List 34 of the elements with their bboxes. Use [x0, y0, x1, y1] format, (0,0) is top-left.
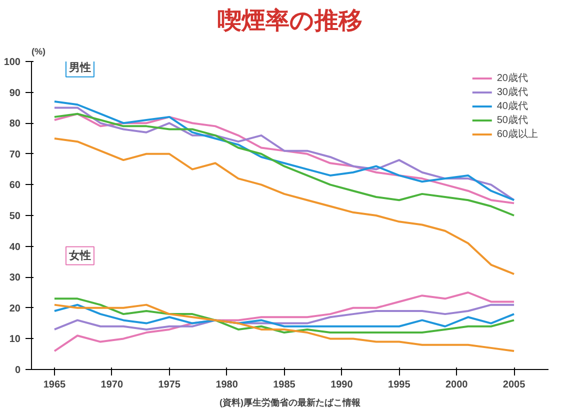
text: (資料)厚生労働省の最新たばこ情報 [220, 398, 362, 408]
x-tick-label: 2000 [445, 380, 468, 390]
legend-label: 60歳以上 [496, 128, 538, 141]
y-tick-label: 0 [14, 365, 21, 376]
chart-title: 喫煙率の推移 [218, 8, 362, 34]
x-tick-label: 1975 [158, 380, 181, 390]
y-tick-label: 70 [9, 149, 21, 160]
x-tick-label: 1970 [100, 380, 124, 390]
y-tick-label: 20 [9, 303, 21, 314]
legend-label: 30歳代 [496, 86, 528, 99]
line-series [53, 292, 516, 352]
legend-label: 50歳代 [496, 114, 528, 127]
x-tick-label: 1965 [43, 380, 66, 390]
x-tick-label: 1980 [216, 380, 238, 390]
y-axis-title: (%) [32, 46, 46, 56]
y-tick-label: 40 [9, 242, 21, 253]
y-tick-label: 80 [9, 118, 21, 130]
legend-label: 40歳代 [496, 100, 528, 113]
legend-label: 20歳代 [496, 72, 528, 85]
y-tick-label: 60 [9, 180, 21, 192]
y-tick-label: 90 [9, 88, 21, 99]
line-series [53, 304, 516, 352]
y-tick-label: 100 [4, 57, 21, 68]
x-tick-label: 1985 [273, 380, 296, 390]
annotation: 女性 [68, 248, 91, 262]
y-tick-label: 50 [9, 211, 21, 222]
x-tick-label: 2005 [502, 380, 526, 390]
y-tick-label: 30 [9, 272, 21, 284]
annotation: 男性 [68, 60, 91, 74]
line-series [53, 298, 516, 334]
x-tick-label: 1990 [330, 380, 354, 390]
x-tick-label: 1995 [388, 380, 411, 390]
line-series [53, 138, 516, 276]
y-tick-label: 10 [9, 334, 21, 346]
